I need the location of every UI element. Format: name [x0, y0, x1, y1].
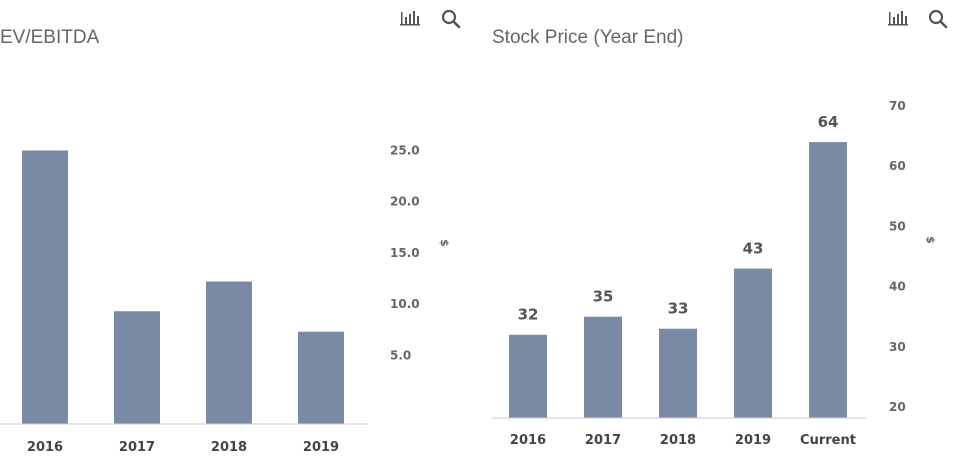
stock-price-panel: Stock Price (Year End) 32 35 33 43 64 20 30 40… — [478, 0, 958, 463]
x-tick-label: 2017 — [119, 440, 155, 455]
y-axis-unit: $ — [924, 236, 937, 244]
bar-2017 — [114, 311, 160, 424]
bar-2017 — [584, 316, 622, 418]
y-tick-label: 15.0 — [390, 246, 420, 260]
y-tick-label: 10.0 — [390, 297, 420, 311]
data-label: 35 — [593, 288, 614, 306]
x-tick-label: 2018 — [211, 440, 247, 455]
x-tick-label: 2016 — [510, 433, 546, 448]
y-tick-label: 50 — [889, 219, 906, 233]
search-icon[interactable] — [928, 9, 948, 34]
x-tick-label: 2017 — [585, 433, 621, 448]
bar-chart-icon[interactable] — [399, 9, 421, 32]
y-tick-label: 70 — [889, 99, 906, 113]
data-label: 32 — [518, 306, 539, 324]
x-tick-label: 2019 — [303, 440, 339, 455]
data-label: 64 — [818, 113, 839, 131]
data-label: 33 — [668, 300, 689, 318]
bar-2019 — [734, 268, 772, 418]
y-tick-label: 25.0 — [390, 143, 420, 157]
bar-chart-icon[interactable] — [887, 9, 909, 32]
bar-2016 — [22, 150, 68, 425]
x-tick-label: Current — [800, 433, 856, 448]
bar-2018 — [206, 281, 252, 424]
x-tick-label: 2019 — [735, 433, 771, 448]
chart-title: EV/EBITDA — [0, 27, 100, 48]
ev-ebitda-chart: 5.0 10.0 15.0 20.0 25.0 2016 2017 2018 2019 $ — [0, 143, 451, 455]
y-tick-label: 20 — [889, 400, 906, 414]
y-tick-label: 40 — [889, 280, 906, 294]
bar-2018 — [659, 328, 697, 418]
chart-title: Stock Price (Year End) — [492, 27, 684, 48]
x-tick-label: 2016 — [27, 440, 63, 455]
ev-ebitda-panel: EV/EBITDA 5.0 10.0 15.0 20.0 25.0 2016 2017 20… — [0, 0, 470, 463]
y-axis-unit: $ — [438, 239, 451, 247]
y-tick-label: 5.0 — [390, 348, 411, 362]
search-icon[interactable] — [441, 9, 461, 34]
bar-2019 — [298, 331, 344, 424]
x-tick-label: 2018 — [660, 433, 696, 448]
y-tick-label: 30 — [889, 340, 906, 354]
bar-Current — [809, 142, 847, 418]
bar-2016 — [509, 334, 547, 418]
y-tick-label: 20.0 — [390, 195, 420, 209]
stock-price-chart: 32 35 33 43 64 20 30 40 50 60 70 2016 2017 2018 2019… — [492, 99, 937, 448]
y-tick-label: 60 — [889, 159, 906, 173]
data-label: 43 — [743, 240, 764, 258]
